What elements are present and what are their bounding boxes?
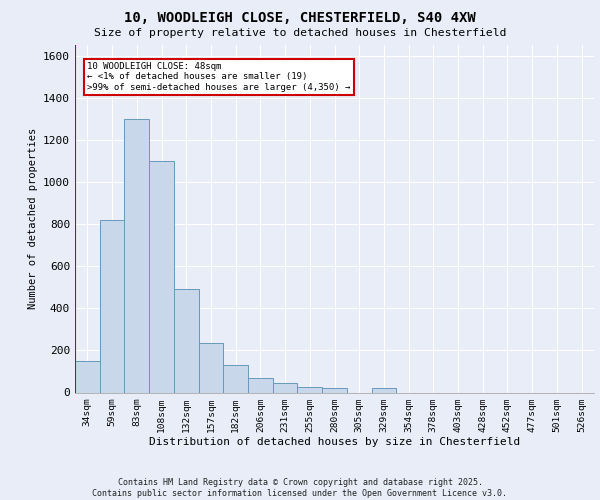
Bar bbox=[273, 383, 298, 392]
Bar bbox=[174, 290, 199, 393]
X-axis label: Distribution of detached houses by size in Chesterfield: Distribution of detached houses by size … bbox=[149, 438, 520, 448]
Text: 10, WOODLEIGH CLOSE, CHESTERFIELD, S40 4XW: 10, WOODLEIGH CLOSE, CHESTERFIELD, S40 4… bbox=[124, 11, 476, 25]
Bar bbox=[100, 220, 124, 392]
Bar bbox=[199, 343, 223, 392]
Bar bbox=[298, 387, 322, 392]
Text: Size of property relative to detached houses in Chesterfield: Size of property relative to detached ho… bbox=[94, 28, 506, 38]
Bar bbox=[149, 161, 174, 392]
Bar bbox=[248, 378, 273, 392]
Y-axis label: Number of detached properties: Number of detached properties bbox=[28, 128, 38, 310]
Text: Contains HM Land Registry data © Crown copyright and database right 2025.
Contai: Contains HM Land Registry data © Crown c… bbox=[92, 478, 508, 498]
Bar bbox=[322, 388, 347, 392]
Bar bbox=[124, 118, 149, 392]
Bar bbox=[371, 388, 396, 392]
Bar bbox=[223, 365, 248, 392]
Bar bbox=[75, 361, 100, 392]
Text: 10 WOODLEIGH CLOSE: 48sqm
← <1% of detached houses are smaller (19)
>99% of semi: 10 WOODLEIGH CLOSE: 48sqm ← <1% of detac… bbox=[88, 62, 351, 92]
